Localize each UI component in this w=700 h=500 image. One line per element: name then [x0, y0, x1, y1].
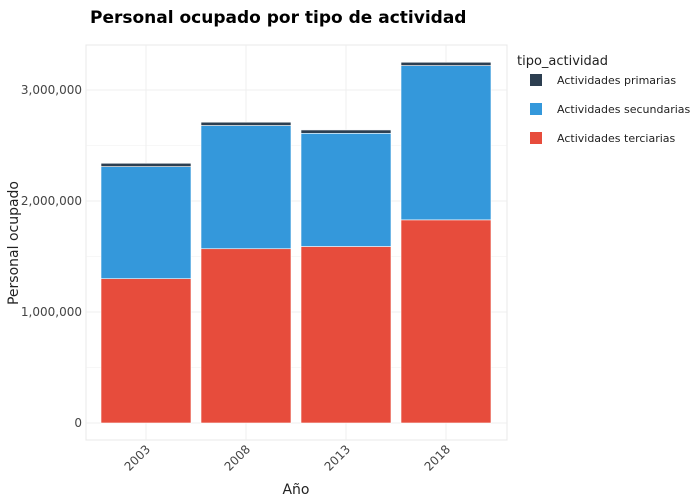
x-axis-title: Año [282, 482, 309, 498]
bar-segment [100, 162, 192, 167]
y-axis-title: Personal ocupado [6, 181, 22, 305]
legend: tipo_actividad Actividades primarias Acti… [517, 54, 691, 145]
chart-title: Personal ocupado por tipo de actividad [90, 8, 466, 28]
bar-segment [400, 65, 492, 221]
bar-segment [200, 125, 292, 250]
bar-segment [100, 166, 192, 279]
bar-segment [300, 246, 392, 424]
x-axis-ticks: 2003 2008 2013 2018 [122, 442, 453, 473]
legend-label: Actividades primarias [557, 74, 676, 87]
legend-swatch [530, 103, 542, 115]
bar-segment [400, 61, 492, 66]
bar-segment [200, 248, 292, 424]
bar-segment [100, 278, 192, 424]
x-tick-label: 2018 [422, 442, 453, 473]
legend-swatch [530, 74, 542, 86]
legend-title: tipo_actividad [517, 54, 608, 69]
legend-label: Actividades secundarias [557, 103, 691, 116]
bars [100, 61, 492, 424]
y-tick-label: 1,000,000 [21, 305, 82, 319]
y-tick-label: 3,000,000 [21, 83, 82, 97]
legend-label: Actividades terciarias [557, 132, 676, 145]
y-tick-label: 2,000,000 [21, 194, 82, 208]
bar-segment [200, 121, 292, 126]
bar-segment [400, 219, 492, 424]
y-axis-ticks: 0 1,000,000 2,000,000 3,000,000 [21, 83, 82, 430]
x-tick-label: 2003 [122, 442, 153, 473]
y-tick-label: 0 [74, 416, 82, 430]
x-tick-label: 2008 [222, 442, 253, 473]
x-tick-label: 2013 [322, 442, 353, 473]
bar-segment [300, 132, 392, 247]
bar-segment [300, 129, 392, 134]
legend-swatch [530, 132, 542, 144]
